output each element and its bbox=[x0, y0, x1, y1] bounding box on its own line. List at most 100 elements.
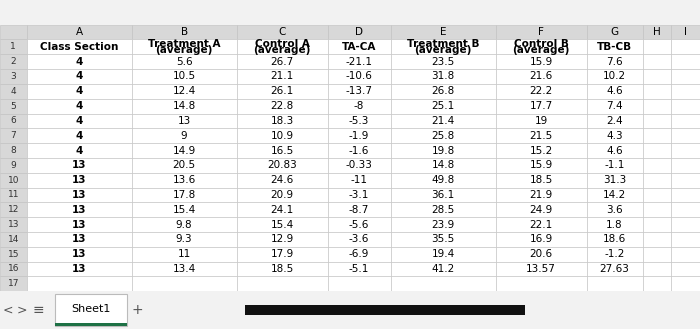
Text: 20.9: 20.9 bbox=[270, 190, 294, 200]
Text: 3: 3 bbox=[10, 72, 16, 81]
Text: 13: 13 bbox=[72, 205, 86, 215]
Bar bbox=[391, 143, 496, 158]
Text: 10.9: 10.9 bbox=[270, 131, 294, 141]
Text: -8: -8 bbox=[354, 101, 364, 111]
Text: 14.9: 14.9 bbox=[172, 145, 196, 156]
Bar bbox=[27, 247, 132, 262]
Bar bbox=[27, 84, 132, 99]
Bar bbox=[643, 84, 671, 99]
Text: 19.4: 19.4 bbox=[431, 249, 455, 259]
Bar bbox=[132, 217, 237, 232]
Bar bbox=[496, 158, 587, 173]
Bar bbox=[391, 84, 496, 99]
Bar bbox=[643, 114, 671, 128]
Bar bbox=[587, 25, 643, 39]
Bar bbox=[671, 232, 700, 247]
Text: 10.2: 10.2 bbox=[603, 71, 627, 82]
Bar bbox=[496, 25, 587, 39]
Text: TA-CA: TA-CA bbox=[342, 42, 377, 52]
Bar bbox=[391, 158, 496, 173]
Bar bbox=[237, 54, 328, 69]
Text: 12: 12 bbox=[8, 205, 19, 214]
Bar bbox=[671, 188, 700, 202]
Text: 13: 13 bbox=[72, 249, 86, 259]
Text: 19: 19 bbox=[535, 116, 547, 126]
Bar bbox=[496, 247, 587, 262]
Text: (average): (average) bbox=[155, 45, 213, 55]
Text: 1: 1 bbox=[10, 42, 16, 51]
Text: 14.2: 14.2 bbox=[603, 190, 627, 200]
Text: (average): (average) bbox=[512, 45, 570, 55]
Bar bbox=[237, 262, 328, 276]
Bar bbox=[391, 25, 496, 39]
Bar bbox=[391, 188, 496, 202]
Text: 20.83: 20.83 bbox=[267, 160, 297, 170]
Bar bbox=[132, 143, 237, 158]
Text: 7.4: 7.4 bbox=[606, 101, 623, 111]
Text: 22.1: 22.1 bbox=[529, 219, 553, 230]
Bar bbox=[643, 143, 671, 158]
Bar bbox=[643, 158, 671, 173]
Bar bbox=[328, 54, 391, 69]
Bar bbox=[391, 262, 496, 276]
Text: 9.8: 9.8 bbox=[176, 219, 192, 230]
Text: >: > bbox=[17, 304, 27, 316]
Text: 26.7: 26.7 bbox=[270, 57, 294, 67]
Bar bbox=[671, 143, 700, 158]
Text: 4.3: 4.3 bbox=[606, 131, 623, 141]
Bar bbox=[496, 262, 587, 276]
Text: 24.6: 24.6 bbox=[270, 175, 294, 185]
Bar bbox=[132, 202, 237, 217]
Bar bbox=[237, 143, 328, 158]
Text: 18.5: 18.5 bbox=[270, 264, 294, 274]
Text: 13: 13 bbox=[72, 190, 86, 200]
Bar bbox=[0, 69, 27, 84]
Text: 17.7: 17.7 bbox=[529, 101, 553, 111]
Text: 10: 10 bbox=[8, 176, 19, 185]
Text: 18.6: 18.6 bbox=[603, 234, 627, 244]
Text: 41.2: 41.2 bbox=[431, 264, 455, 274]
Bar bbox=[328, 173, 391, 188]
Bar bbox=[643, 276, 671, 291]
Bar bbox=[132, 158, 237, 173]
Text: 15.9: 15.9 bbox=[529, 160, 553, 170]
Text: -6.9: -6.9 bbox=[349, 249, 370, 259]
Text: 14: 14 bbox=[8, 235, 19, 244]
Bar bbox=[0, 54, 27, 69]
Text: 6: 6 bbox=[10, 116, 16, 125]
Bar bbox=[587, 262, 643, 276]
Bar bbox=[237, 276, 328, 291]
Text: 15.9: 15.9 bbox=[529, 57, 553, 67]
Bar bbox=[587, 143, 643, 158]
Bar bbox=[391, 39, 496, 54]
Bar bbox=[237, 247, 328, 262]
Text: 12.9: 12.9 bbox=[270, 234, 294, 244]
Text: G: G bbox=[610, 27, 619, 37]
Text: Sheet1: Sheet1 bbox=[71, 304, 111, 314]
Bar bbox=[27, 99, 132, 114]
Text: Treatment A: Treatment A bbox=[148, 38, 220, 49]
Text: 1.8: 1.8 bbox=[606, 219, 623, 230]
Text: 13: 13 bbox=[72, 175, 86, 185]
Bar bbox=[496, 202, 587, 217]
Bar bbox=[132, 54, 237, 69]
Bar bbox=[132, 69, 237, 84]
Bar bbox=[0, 158, 27, 173]
Bar bbox=[391, 128, 496, 143]
Bar bbox=[391, 69, 496, 84]
Text: -11: -11 bbox=[351, 175, 368, 185]
Bar bbox=[496, 39, 587, 54]
Bar bbox=[328, 128, 391, 143]
Bar bbox=[328, 69, 391, 84]
Text: 17.8: 17.8 bbox=[172, 190, 196, 200]
Bar bbox=[328, 143, 391, 158]
Bar bbox=[587, 173, 643, 188]
Bar bbox=[496, 232, 587, 247]
Text: <: < bbox=[3, 304, 13, 316]
Bar bbox=[27, 173, 132, 188]
Text: 36.1: 36.1 bbox=[431, 190, 455, 200]
Text: 13.4: 13.4 bbox=[172, 264, 196, 274]
Text: 4: 4 bbox=[76, 131, 83, 141]
Bar bbox=[391, 232, 496, 247]
Bar bbox=[671, 84, 700, 99]
